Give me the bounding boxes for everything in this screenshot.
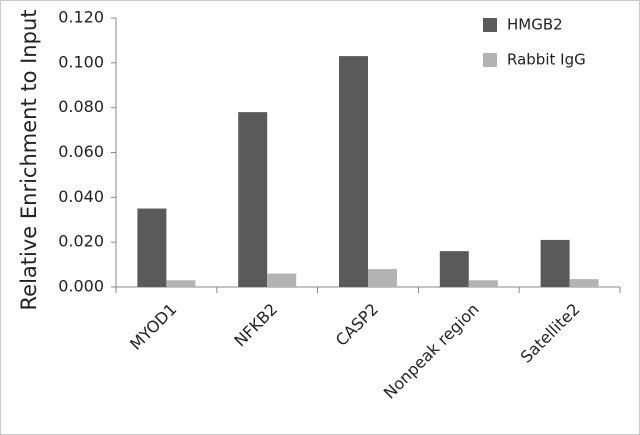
y-tick-label: 0.080 (58, 97, 104, 116)
legend-label: Rabbit IgG (507, 51, 586, 69)
legend-swatch (483, 53, 497, 67)
bar (137, 208, 167, 287)
y-tick-label: 0.100 (58, 52, 104, 71)
bar (166, 280, 196, 287)
bar (368, 269, 397, 287)
y-axis-label: Relative Enrichment to Input (17, 10, 41, 311)
y-tick-label: 0.020 (58, 232, 104, 251)
bar (468, 280, 498, 287)
bar (339, 56, 368, 287)
bar (267, 273, 297, 287)
legend-swatch (483, 18, 497, 32)
y-tick-label: 0.060 (58, 142, 104, 161)
bar (238, 112, 268, 288)
y-tick-label: 0.120 (58, 8, 104, 27)
y-tick-label: 0.040 (58, 187, 104, 206)
legend-label: HMGB2 (507, 16, 563, 34)
bar (569, 279, 599, 287)
bar (439, 251, 469, 287)
bar (540, 239, 570, 287)
y-tick-label: 0.000 (58, 277, 104, 296)
